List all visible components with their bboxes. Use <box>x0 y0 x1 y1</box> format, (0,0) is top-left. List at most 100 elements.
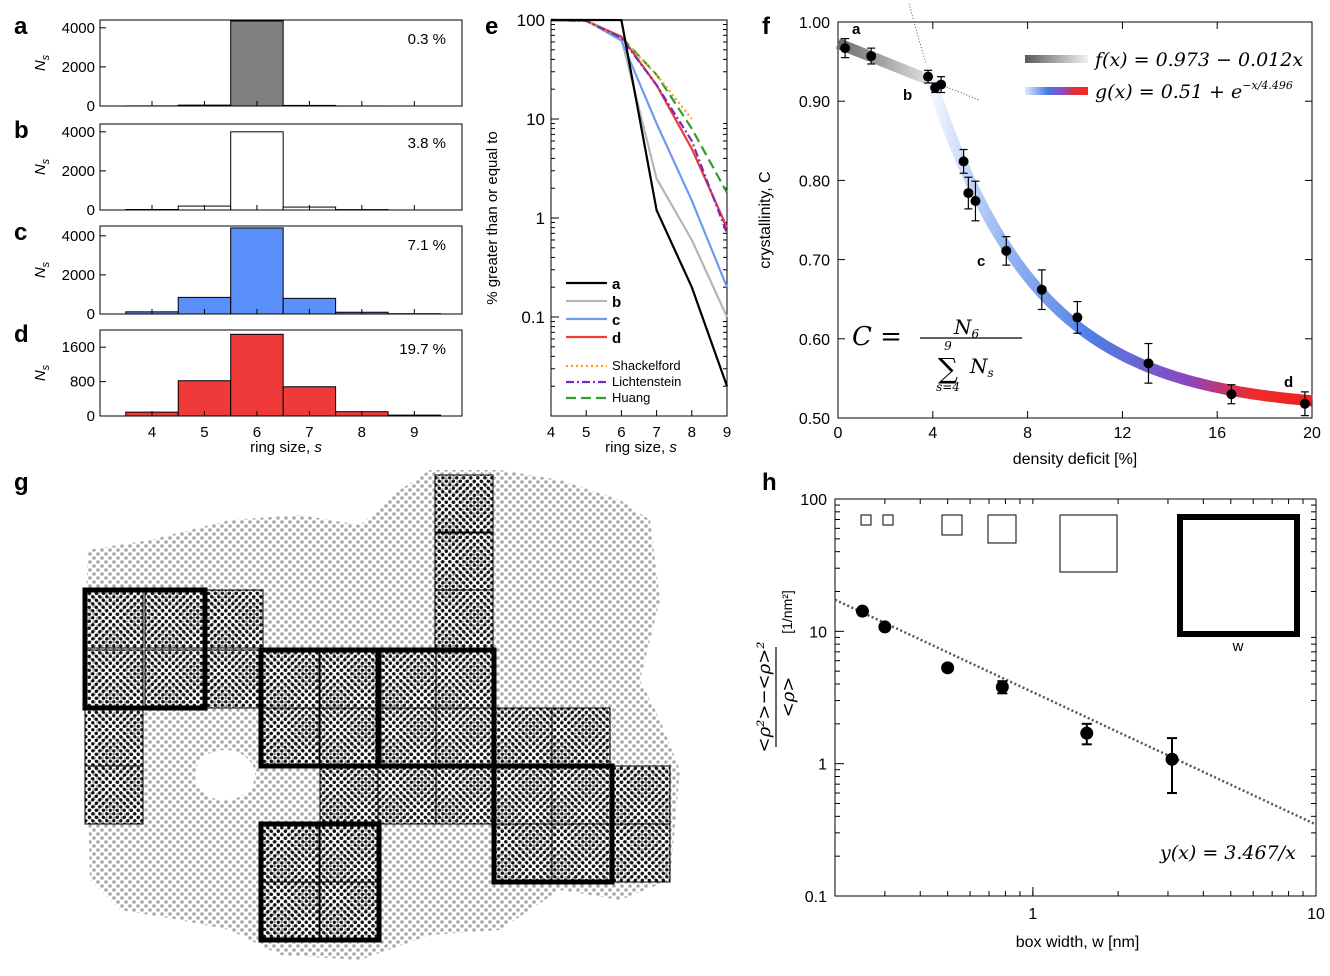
panel-letter-a: a <box>14 13 28 40</box>
x-tick-label: 4 <box>148 424 156 441</box>
bar-d-5 <box>177 380 232 417</box>
panel-letter-e: e <box>485 13 498 40</box>
fit-extension <box>908 3 927 63</box>
y-axis-label: crystallinity, C <box>757 171 774 269</box>
y-tick-label: 800 <box>70 374 95 391</box>
data-point <box>923 71 934 82</box>
histogram-c: 0 2000 4000 Ns 7.1 % <box>32 225 463 323</box>
box-cell <box>260 881 320 941</box>
y-tick-label: 0 <box>87 306 95 323</box>
x-tick-label: 5 <box>582 424 590 441</box>
legend-swatch-exponential <box>1025 87 1088 95</box>
y-tick-label: 100 <box>800 492 827 509</box>
x-tick-label: 7 <box>652 424 660 441</box>
y-tick-label: 10 <box>809 624 827 641</box>
y-axis-denominator: <ρ> <box>778 677 799 718</box>
y-tick-label: 0 <box>87 202 95 219</box>
y-tick-label: 4000 <box>62 228 95 245</box>
box-cell <box>260 649 320 709</box>
box-size-glyph <box>987 514 1017 544</box>
data-point <box>855 604 869 618</box>
point-label-d: d <box>1284 374 1293 391</box>
bar-d-6 <box>230 333 284 417</box>
box-cell <box>551 707 611 767</box>
y-tick-label: 0 <box>87 98 95 115</box>
plot-frame <box>834 498 1317 897</box>
equation-sum-bottom: s=4 <box>936 380 960 394</box>
y-tick-label: 1 <box>818 757 827 774</box>
equation-sum-sign: ∑ <box>938 352 958 385</box>
data-point <box>958 156 969 167</box>
y-tick-label: 4000 <box>62 20 95 37</box>
fit-line-exponential <box>922 68 1313 407</box>
legend-label: Lichtenstein <box>612 374 681 389</box>
x-axis-label: density deficit [%] <box>1013 451 1138 468</box>
x-tick-label: 9 <box>410 424 418 441</box>
x-axis-label: ring size, s <box>250 439 322 456</box>
y-axis-label: Ns <box>32 364 52 381</box>
box-size-glyph <box>1059 514 1118 573</box>
data-point <box>1001 245 1012 256</box>
box-cell <box>377 765 437 825</box>
legend-label: b <box>612 294 621 311</box>
box-cell <box>551 765 611 825</box>
legend-label-exponential: g(x) = 0.51 + e−x/4.496 <box>1095 79 1293 103</box>
box-cell <box>434 589 494 649</box>
box-size-glyph <box>860 514 872 526</box>
box-cell <box>84 589 144 649</box>
x-tick-label: 5 <box>200 424 208 441</box>
x-tick-label: 6 <box>253 424 261 441</box>
y-tick-label: 0.50 <box>799 411 830 428</box>
box-cell <box>84 765 144 825</box>
data-point <box>1143 358 1154 369</box>
data-point <box>1226 389 1237 400</box>
box-cell <box>377 649 437 709</box>
x-tick-label: 20 <box>1303 425 1321 442</box>
panel-letter-f: f <box>762 13 771 40</box>
box-cell <box>319 765 379 825</box>
data-point <box>866 51 877 62</box>
bar-c-6 <box>230 227 284 315</box>
box-cell <box>377 707 437 767</box>
y-tick-label: 0.80 <box>799 173 830 190</box>
x-tick-label: 4 <box>547 424 555 441</box>
y-tick-label: 2000 <box>62 59 95 76</box>
legend-swatch-linear <box>1025 55 1088 63</box>
y-tick-label: 1 <box>536 209 545 228</box>
y-tick-label: 4000 <box>62 124 95 141</box>
y-tick-label: 0 <box>87 408 95 425</box>
fit-label: y(x) = 3.467/x <box>1159 842 1296 864</box>
panel-letter-g: g <box>14 469 29 496</box>
data-point <box>1072 312 1083 323</box>
y-tick-label: 0.1 <box>521 308 545 327</box>
y-tick-label: 1600 <box>62 339 95 356</box>
plot-frame <box>837 21 1313 419</box>
legend-label: c <box>612 312 620 329</box>
legend-label: a <box>612 276 621 293</box>
y-tick-label: 0.1 <box>805 889 827 906</box>
x-tick-label: 7 <box>305 424 313 441</box>
y-axis-label: <ρ²>−<ρ>² <ρ> <box>754 641 799 752</box>
data-point <box>878 620 892 634</box>
fit-line <box>834 598 1317 826</box>
box-cell <box>611 823 671 883</box>
box-size-glyph <box>1177 514 1300 637</box>
x-tick-label: 1 <box>1028 906 1037 923</box>
density-annotation: 0.3 % <box>408 31 446 48</box>
y-axis-label: Ns <box>32 261 52 278</box>
point-label-a: a <box>852 21 861 38</box>
y-axis-label: Ns <box>32 158 52 175</box>
y-tick-label: 0.90 <box>799 94 830 111</box>
box-cell <box>84 707 144 767</box>
panel-e-cumulative-chart: 0.1 1 10 100 4 5 6 7 8 9 ring size, s % greater tha… <box>484 11 731 456</box>
fit-extension <box>932 80 981 101</box>
x-tick-label: 8 <box>688 424 696 441</box>
panel-h-variance-chart: 0.1 1 10 100 1 10 box width, w [nm] <ρ²>−<ρ>² <ρ… <box>754 492 1325 951</box>
equation-lhs: C = <box>852 322 902 352</box>
box-cell <box>144 649 204 709</box>
box-cell <box>204 589 264 649</box>
x-tick-label: 16 <box>1208 425 1226 442</box>
box-large <box>258 821 382 943</box>
x-axis-label: box width, w [nm] <box>1016 934 1140 951</box>
legend-label-linear: f(x) = 0.973 − 0.012x <box>1093 49 1303 71</box>
